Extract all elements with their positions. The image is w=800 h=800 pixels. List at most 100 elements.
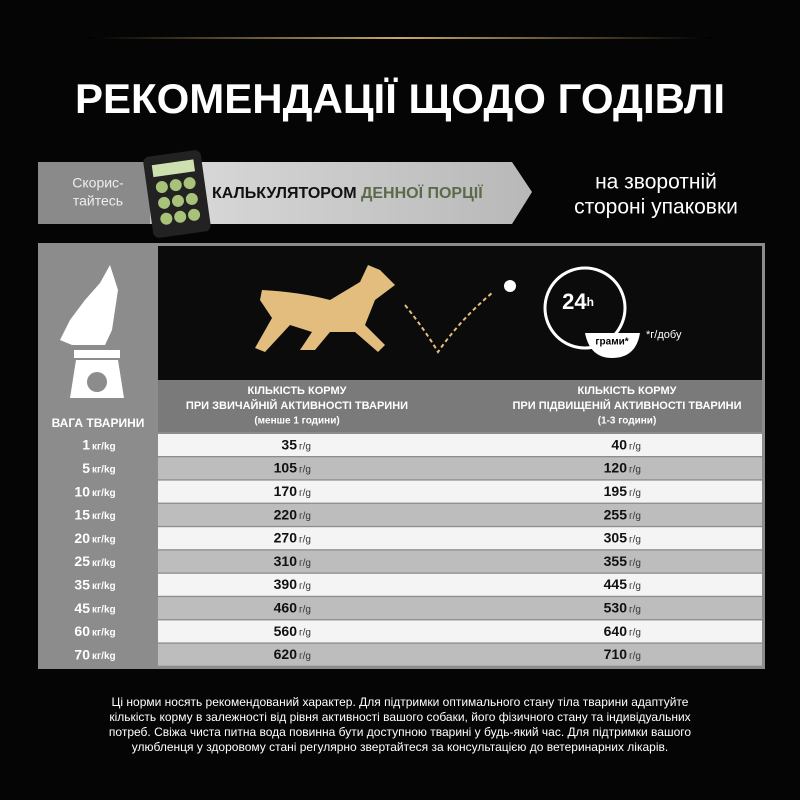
clock [543, 266, 627, 350]
ball [504, 280, 516, 292]
weight-unit: кг/kg [92, 488, 116, 499]
banner-calc-strong: КАЛЬКУЛЯТОРОМ [212, 185, 357, 202]
weight-cell: 10 [74, 483, 90, 499]
row-bg [158, 597, 762, 620]
amount-unit: г/g [299, 581, 311, 592]
amount-unit: г/g [299, 651, 311, 662]
weight-value: 45 [74, 599, 90, 615]
banner-text: Скорис- [72, 175, 124, 191]
amount-unit: г/g [299, 511, 311, 522]
weight-unit: кг/kg [92, 628, 116, 639]
footnote: Ці норми носять рекомендований характер.… [109, 695, 691, 754]
amount-unit: г/g [299, 558, 311, 569]
weight-cell: 5 [82, 460, 90, 476]
amount-value: 390 [274, 576, 298, 592]
amount-unit: г/g [629, 604, 641, 615]
rows: КІЛЬКІСТЬ КОРМУ ПРИ ЗВИЧАЙНІЙ АКТИВНОСТІ … [74, 385, 762, 666]
weight-unit: кг/kg [92, 651, 116, 662]
row-bg [158, 480, 762, 503]
bowl-label: грами* [595, 337, 628, 348]
amount-value: 640 [604, 623, 628, 639]
amount-unit: г/g [299, 488, 311, 499]
amount-value: 220 [274, 506, 298, 522]
amount-value: 35 [281, 436, 297, 452]
amount-unit: г/g [629, 534, 641, 545]
amount-unit: г/g [629, 488, 641, 499]
weight-cell: 25 [74, 553, 90, 569]
row-bg [158, 457, 762, 480]
dog-scale-icon [60, 265, 124, 398]
header-row [158, 380, 762, 432]
clock-number: 24 [562, 289, 587, 314]
amount-unit: г/g [299, 534, 311, 545]
amount-unit: г/g [629, 558, 641, 569]
title: РЕКОМЕНДАЦІЇ ЩОДО ГОДІВЛІ [75, 75, 725, 122]
weight-cell: 45 [74, 599, 90, 615]
column-header: (1-3 години) [598, 416, 657, 427]
weight-header: ВАГА ТВАРИНИ [52, 416, 145, 430]
bowl [585, 333, 640, 358]
amount-unit: г/g [629, 511, 641, 522]
ball-path [404, 292, 493, 354]
row-bg [158, 527, 762, 550]
column-header: КІЛЬКІСТЬ КОРМУ [248, 385, 347, 397]
amount-value: 355 [604, 553, 628, 569]
weight-value: 35 [74, 576, 90, 592]
weight-cell: 60 [74, 623, 90, 639]
weight-unit: кг/kg [92, 558, 116, 569]
amount-unit: г/g [629, 651, 641, 662]
amount-value: 170 [274, 483, 298, 499]
column-header: (менше 1 години) [254, 416, 339, 427]
banner-calc: КАЛЬКУЛЯТОРОМ ДЕННОЇ ПОРЦІЇ [212, 184, 483, 202]
amount-value: 710 [604, 646, 628, 662]
weight-unit: кг/kg [92, 465, 116, 476]
amount-value: 460 [274, 599, 298, 615]
clock-sub: h [587, 295, 594, 309]
row-bg [158, 550, 762, 573]
row-bg [158, 620, 762, 643]
weight-cell: 70 [74, 646, 90, 662]
weight-unit: кг/kg [92, 441, 116, 452]
column-header: КІЛЬКІСТЬ КОРМУ [578, 385, 677, 397]
per-day: *г/добу [646, 329, 682, 341]
banner-text: тайтесь [73, 193, 123, 209]
amount-value: 105 [274, 460, 298, 476]
footnote-line: Ці норми носять рекомендований характер.… [112, 695, 689, 709]
weight-cell: 1 [82, 436, 90, 452]
row-bg [158, 643, 762, 666]
calculator-icon [143, 150, 211, 238]
dog-icon [255, 265, 395, 352]
gold-rule [88, 37, 712, 39]
amount-unit: г/g [629, 581, 641, 592]
amount-unit: г/g [629, 441, 641, 452]
weight-value: 20 [74, 530, 90, 546]
weight-value: 70 [74, 646, 90, 662]
weight-unit: кг/kg [92, 534, 116, 545]
footnote-line: потреб. Свіжа чиста питна вода повинна б… [109, 725, 691, 739]
banner-left [38, 162, 150, 224]
row-bg [158, 503, 762, 526]
amount-value: 255 [604, 506, 628, 522]
weight-value: 60 [74, 623, 90, 639]
footnote-line: улюбленця у здоровому стані регулярно зв… [132, 740, 668, 754]
amount-value: 560 [274, 623, 298, 639]
weight-unit: кг/kg [92, 581, 116, 592]
amount-unit: г/g [299, 604, 311, 615]
column-header: ПРИ ЗВИЧАЙНІЙ АКТИВНОСТІ ТВАРИНИ [186, 399, 408, 412]
weight-cell: 15 [74, 506, 90, 522]
weight-value: 1 [82, 436, 90, 452]
side-text: стороні упаковки [574, 196, 738, 219]
icon-panel [158, 246, 762, 380]
weight-value: 25 [74, 553, 90, 569]
amount-unit: г/g [629, 465, 641, 476]
amount-unit: г/g [299, 441, 311, 452]
clock-label: 24h [562, 289, 594, 314]
weight-value: 5 [82, 460, 90, 476]
amount-unit: г/g [629, 628, 641, 639]
weight-value: 15 [74, 506, 90, 522]
weight-unit: кг/kg [92, 604, 116, 615]
amount-value: 530 [604, 599, 628, 615]
footnote-line: кількість корму в залежності від рівня а… [109, 710, 690, 724]
amount-value: 305 [604, 530, 628, 546]
amount-value: 620 [274, 646, 298, 662]
